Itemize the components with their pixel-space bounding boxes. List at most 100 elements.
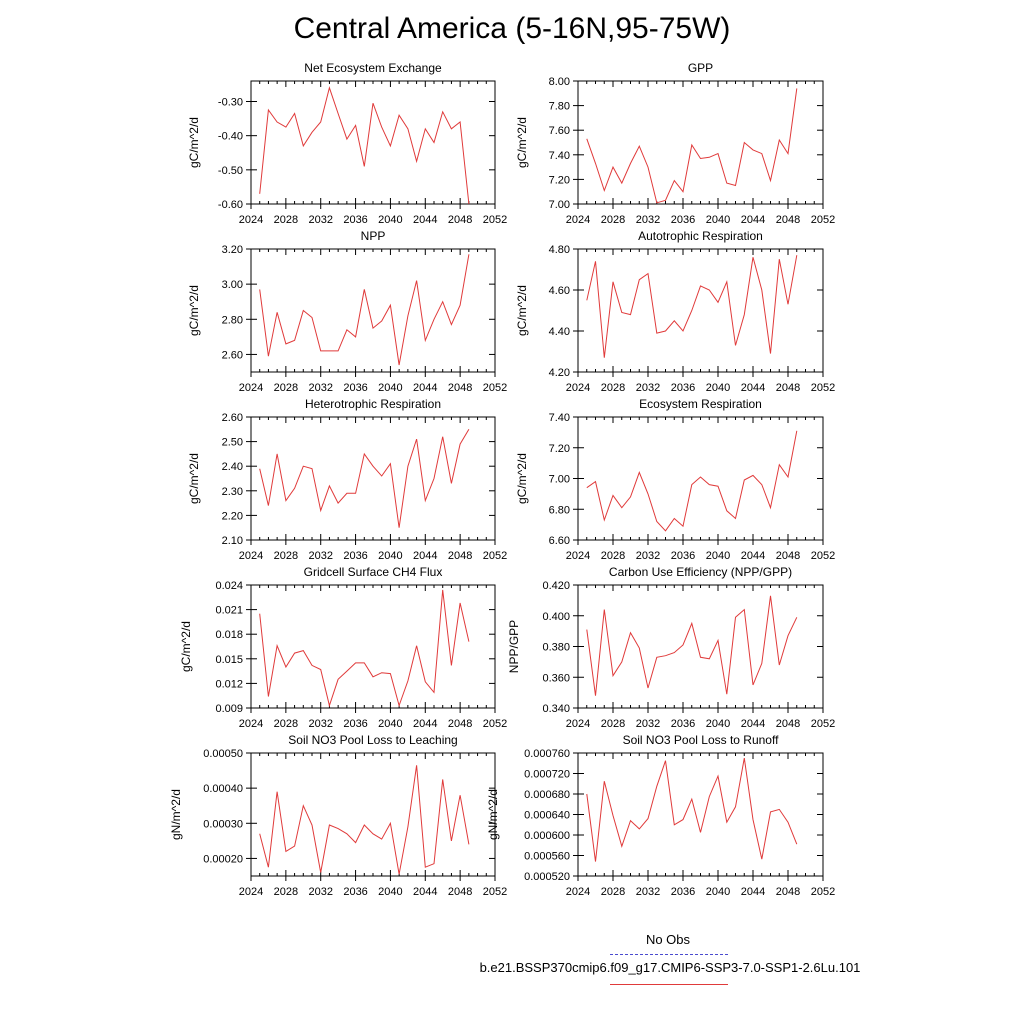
data-point — [691, 799, 692, 800]
x-tick-label: 2048 — [448, 718, 472, 730]
data-point — [779, 259, 780, 260]
panel-10: Soil NO3 Pool Loss to Runoff gN/m^2/d 2024… — [486, 733, 835, 898]
series-line — [586, 758, 798, 862]
y-axis-label: gN/m^2/d — [169, 789, 183, 840]
data-point — [717, 153, 718, 154]
y-tick-label: 0.000640 — [524, 810, 570, 822]
x-tick-label: 2040 — [706, 214, 730, 226]
panel-3: NPP gC/m^2/d 2024 2028 2032 2036 2040 2044 2048 2… — [187, 229, 507, 394]
data-point — [796, 255, 797, 256]
plot-frame — [250, 80, 496, 205]
data-point — [268, 109, 269, 110]
data-point — [674, 320, 675, 321]
data-point — [586, 629, 587, 630]
data-point — [381, 672, 382, 673]
x-tick-label: 2044 — [741, 382, 765, 394]
y-tick-label: 0.015 — [215, 654, 243, 666]
x-tick-label: 2036 — [343, 718, 367, 730]
data-point — [460, 602, 461, 603]
figure-title: Central America (5-16N,95-75W) — [293, 12, 731, 45]
data-point — [761, 484, 762, 485]
x-tick-label: 2040 — [378, 214, 402, 226]
data-point — [259, 833, 260, 834]
data-point — [752, 475, 753, 476]
x-tick-label: 2048 — [448, 550, 472, 562]
data-point — [390, 673, 391, 674]
data-point — [744, 142, 745, 143]
y-tick-label: 2.30 — [222, 486, 243, 498]
x-tick-label: 2032 — [308, 718, 332, 730]
y-tick-label: -0.40 — [218, 131, 243, 143]
data-point — [796, 88, 797, 89]
data-point — [604, 519, 605, 520]
data-point — [700, 832, 701, 833]
x-tick-label: 2028 — [601, 550, 625, 562]
data-point — [425, 128, 426, 129]
data-point — [407, 128, 408, 129]
data-point — [586, 793, 587, 794]
data-point — [259, 289, 260, 290]
data-point — [442, 589, 443, 590]
data-point — [285, 851, 286, 852]
data-point — [303, 805, 304, 806]
data-point — [647, 167, 648, 168]
data-point — [425, 681, 426, 682]
legend-case-label: b.e21.BSSP370cmip6.f09_g17.CMIP6-SSP3-7.… — [479, 960, 861, 975]
data-point — [595, 861, 596, 862]
x-tick-label: 2044 — [741, 214, 765, 226]
x-tick-label: 2052 — [811, 382, 835, 394]
y-tick-label: 0.000520 — [524, 871, 570, 883]
data-point — [752, 257, 753, 258]
data-point — [682, 819, 683, 820]
y-tick-label: 0.000760 — [524, 748, 570, 760]
y-axis-label: gC/m^2/d — [179, 621, 193, 672]
y-axis-label: NPP/GPP — [507, 620, 521, 673]
data-point — [364, 824, 365, 825]
y-tick-label: 4.80 — [549, 244, 570, 256]
data-point — [320, 121, 321, 122]
plot-frame — [577, 248, 824, 373]
data-point — [372, 466, 373, 467]
series-line — [586, 430, 798, 532]
panel-title: Heterotrophic Respiration — [305, 397, 441, 411]
x-tick-label: 2024 — [239, 550, 263, 562]
plot-frame — [577, 752, 824, 877]
data-point — [656, 202, 657, 203]
data-point — [586, 138, 587, 139]
data-point — [329, 824, 330, 825]
data-point — [665, 655, 666, 656]
x-tick-label: 2048 — [776, 214, 800, 226]
data-point — [726, 182, 727, 183]
x-tick-label: 2028 — [601, 382, 625, 394]
x-tick-label: 2044 — [741, 886, 765, 898]
data-point — [717, 302, 718, 303]
x-tick-label: 2036 — [343, 382, 367, 394]
y-axis-label: gC/m^2/d — [187, 453, 201, 504]
data-point — [303, 650, 304, 651]
y-tick-label: 0.024 — [215, 580, 243, 592]
data-point — [647, 273, 648, 274]
data-point — [364, 662, 365, 663]
panel-5: Heterotrophic Respiration gC/m^2/d 2024 202… — [187, 397, 507, 562]
data-point — [320, 510, 321, 511]
x-tick-label: 2032 — [636, 718, 660, 730]
x-tick-label: 2040 — [706, 550, 730, 562]
data-point — [595, 261, 596, 262]
data-point — [407, 315, 408, 316]
panel-title: Soil NO3 Pool Loss to Runoff — [623, 733, 780, 747]
data-point — [390, 823, 391, 824]
x-tick-label: 2040 — [378, 886, 402, 898]
data-point — [796, 430, 797, 431]
data-point — [612, 675, 613, 676]
data-point — [665, 200, 666, 201]
data-point — [665, 760, 666, 761]
data-point — [416, 161, 417, 162]
y-tick-label: 0.000720 — [524, 769, 570, 781]
x-tick-label: 2032 — [308, 214, 332, 226]
x-tick-label: 2048 — [776, 886, 800, 898]
x-tick-label: 2036 — [671, 718, 695, 730]
data-point — [674, 652, 675, 653]
y-tick-label: 4.20 — [549, 367, 570, 379]
x-tick-label: 2044 — [413, 382, 437, 394]
data-point — [796, 617, 797, 618]
